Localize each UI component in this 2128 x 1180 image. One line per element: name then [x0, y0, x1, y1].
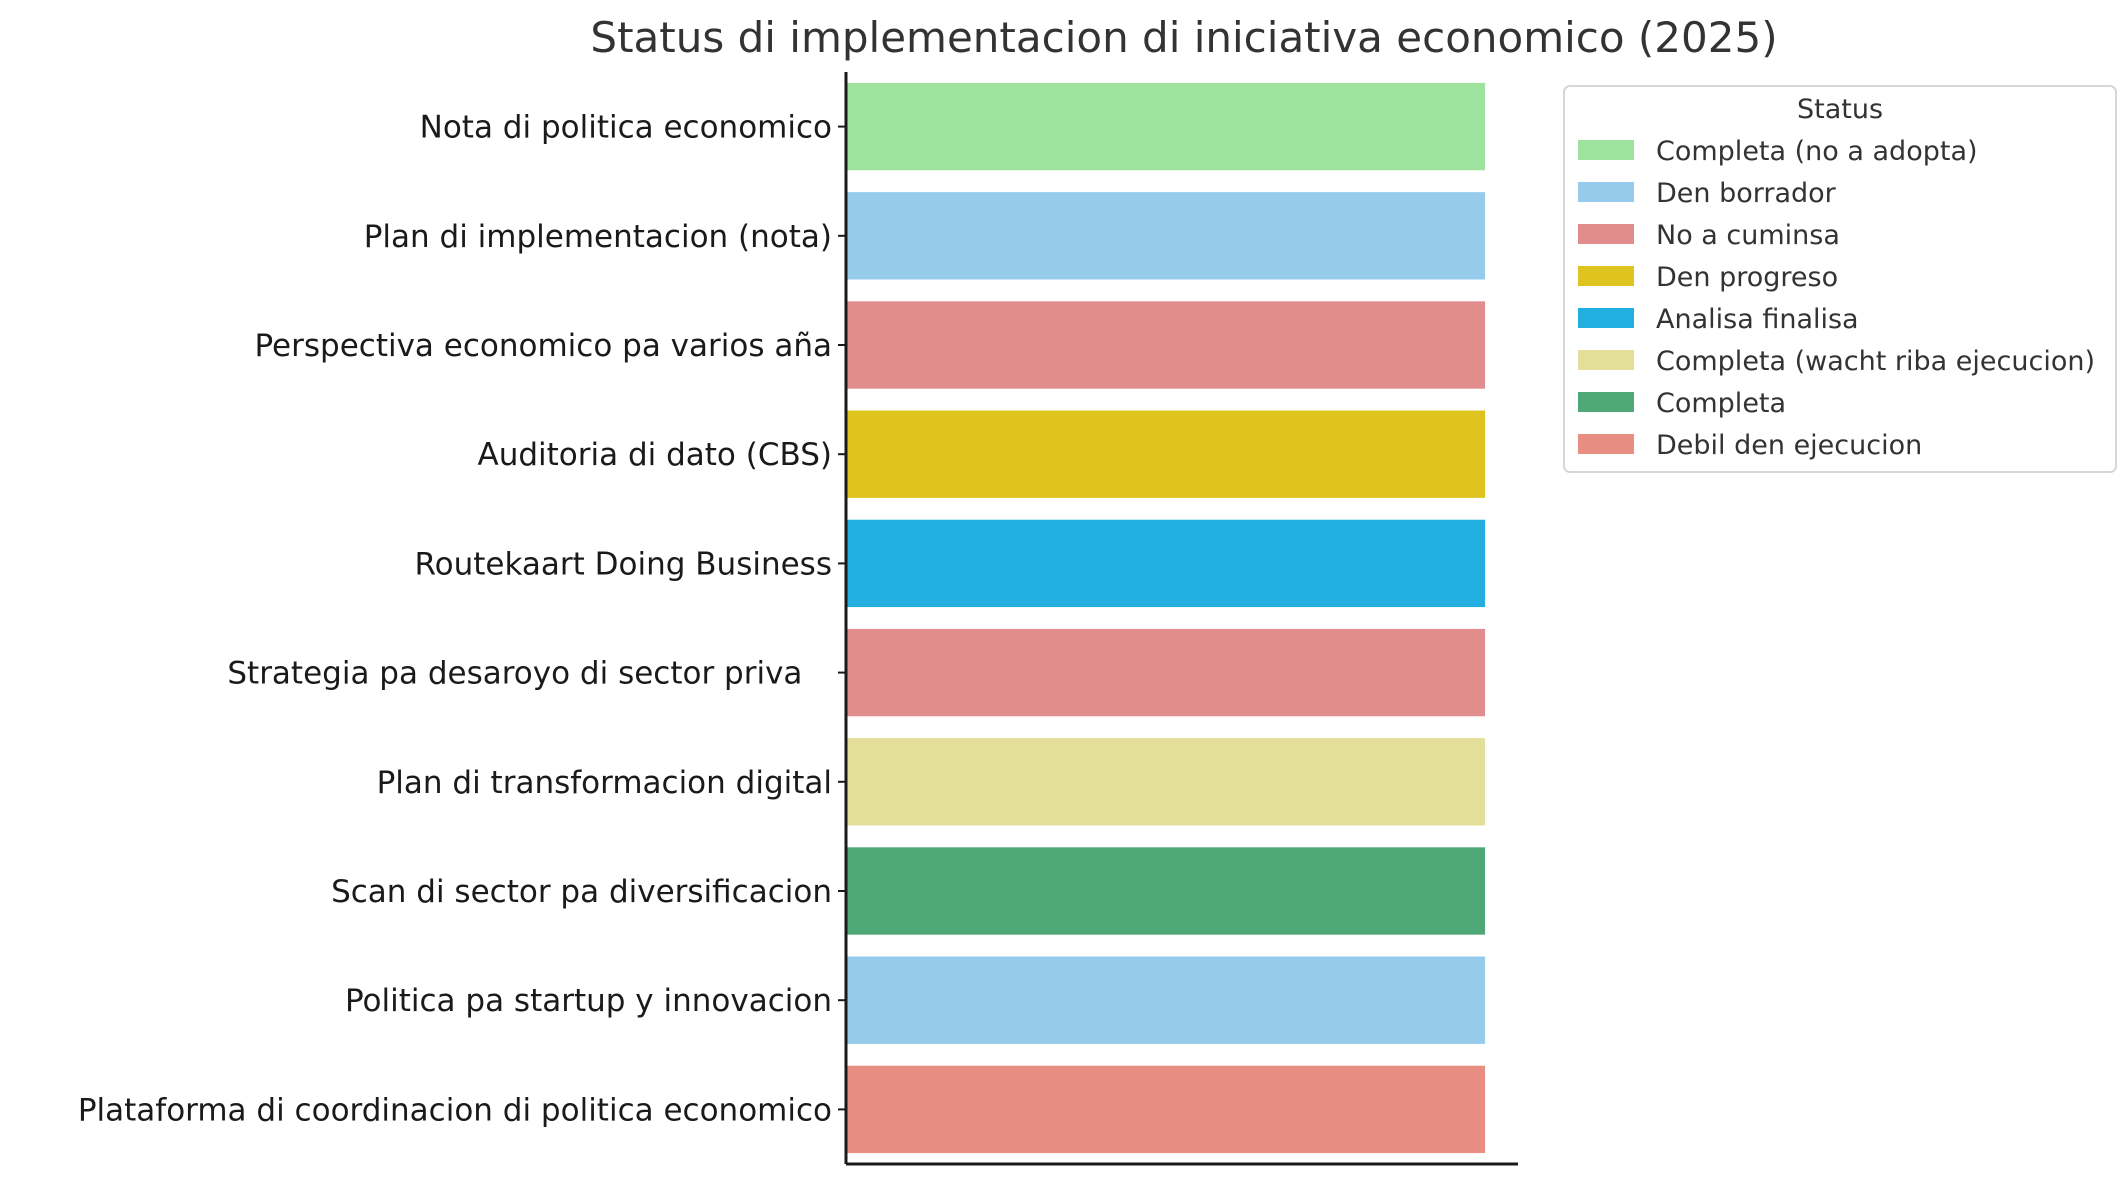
- legend-label: Debil den ejecucion: [1656, 430, 1922, 461]
- y-tick-label: Strategia pa desaroyo di sector priva: [227, 656, 832, 692]
- legend-label: Analisa finalisa: [1656, 304, 1859, 335]
- legend-swatch: [1578, 434, 1634, 454]
- chart-title: Status di implementacion di iniciativa e…: [590, 13, 1777, 62]
- y-tick-label: Plan di transformacion digital: [377, 765, 832, 801]
- bar-4: [846, 410, 1486, 498]
- legend-frame: [1563, 85, 2117, 473]
- bar-10: [846, 1065, 1486, 1154]
- legend-swatch: [1578, 182, 1634, 202]
- bar-3: [846, 301, 1486, 389]
- legend-label: Completa (no a adopta): [1656, 136, 1978, 167]
- bar-9: [846, 956, 1486, 1044]
- y-tick-label: Routekaart Doing Business: [415, 546, 832, 582]
- legend: Status Completa (no a adopta) Den borrado…: [1563, 85, 2117, 473]
- y-tick-labels: Nota di politica economico Plan di implem…: [78, 110, 846, 1128]
- y-tick-label: Plan di implementacion (nota): [364, 219, 832, 255]
- y-tick-label: Politica pa startup y innovacion: [345, 983, 832, 1019]
- legend-swatch: [1578, 140, 1634, 160]
- legend-items: Completa (no a adopta) Den borrador No a c…: [1578, 136, 2095, 461]
- bars-layer: [846, 82, 1486, 1154]
- bar-6: [846, 628, 1486, 717]
- bar-1: [846, 82, 1486, 171]
- legend-title: Status: [1797, 94, 1883, 125]
- y-tick-label: Auditoria di dato (CBS): [477, 437, 832, 473]
- legend-label: Den progreso: [1656, 262, 1838, 293]
- y-tick-label: Plataforma di coordinacion di politica e…: [78, 1092, 832, 1128]
- legend-label: No a cuminsa: [1656, 220, 1840, 251]
- legend-swatch: [1578, 308, 1634, 328]
- legend-label: Den borrador: [1656, 178, 1837, 209]
- bar-2: [846, 192, 1486, 280]
- y-tick-label: Scan di sector pa diversificacion: [331, 874, 832, 910]
- legend-label: Completa (wacht riba ejecucion): [1656, 346, 2095, 377]
- y-tick-label: Perspectiva economico pa varios aña: [254, 328, 832, 364]
- bar-5: [846, 519, 1486, 608]
- legend-swatch: [1578, 350, 1634, 370]
- legend-swatch: [1578, 392, 1634, 412]
- legend-label: Completa: [1656, 388, 1786, 419]
- legend-swatch: [1578, 224, 1634, 244]
- y-tick-label: Nota di politica economico: [420, 110, 832, 146]
- legend-swatch: [1578, 266, 1634, 286]
- bar-7: [846, 738, 1486, 826]
- bar-8: [846, 847, 1486, 935]
